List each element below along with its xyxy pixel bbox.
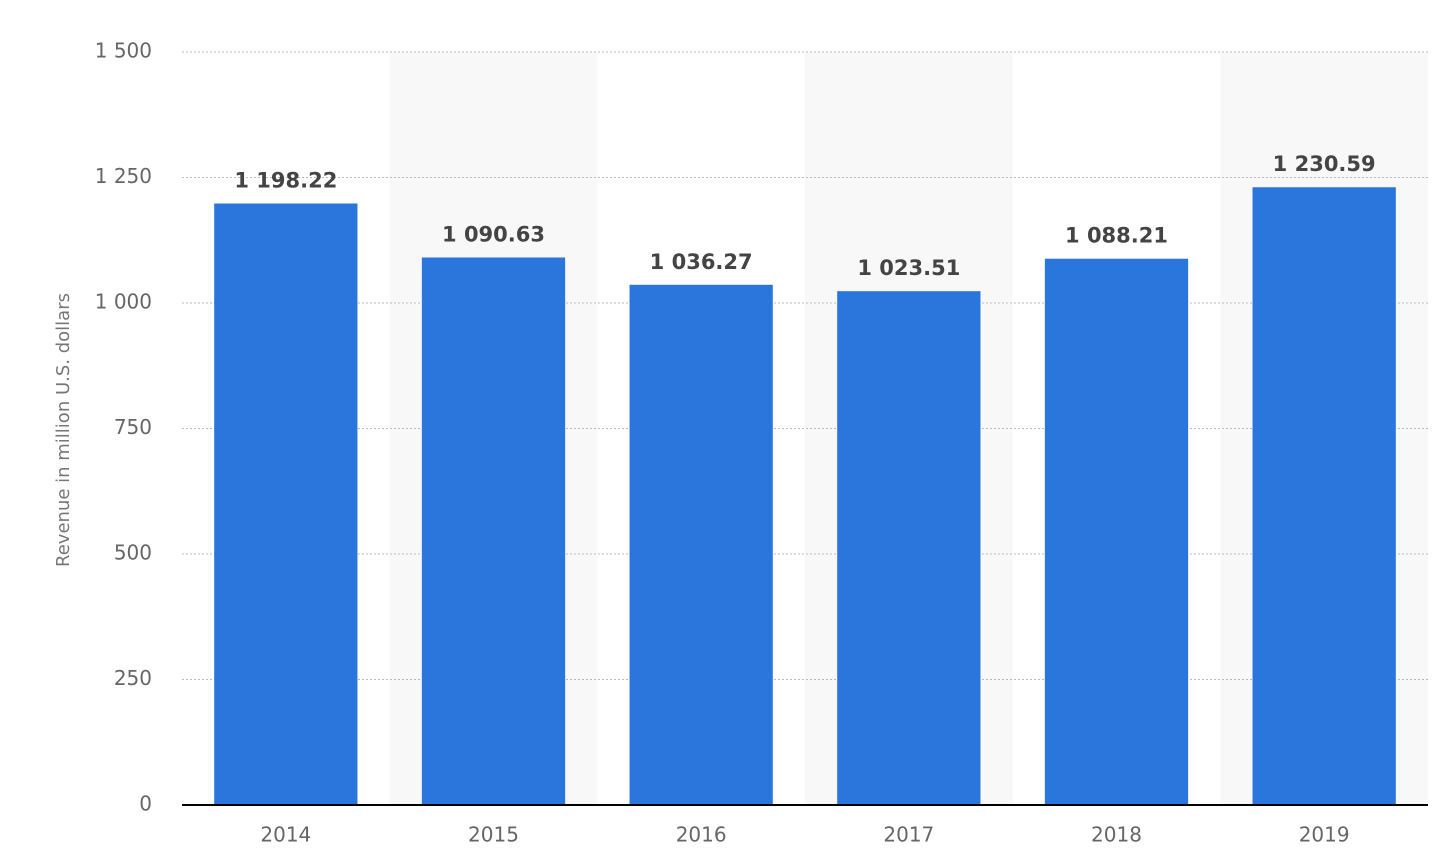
value-label: 1 198.22	[234, 168, 337, 192]
value-label: 1 230.59	[1273, 152, 1376, 176]
value-label: 1 023.51	[857, 256, 960, 280]
x-tick-label: 2019	[1299, 823, 1350, 847]
y-tick-label: 1 000	[95, 290, 152, 314]
x-tick-label: 2015	[468, 823, 519, 847]
y-axis-title: Revenue in million U.S. dollars	[53, 293, 74, 567]
y-tick-label: 250	[114, 666, 152, 690]
y-tick-label: 0	[139, 792, 152, 816]
x-tick-label: 2014	[260, 823, 311, 847]
bar	[421, 257, 566, 805]
y-tick-label: 1 500	[95, 39, 152, 63]
value-label: 1 088.21	[1065, 224, 1168, 248]
x-tick-label: 2018	[1091, 823, 1142, 847]
bar	[629, 284, 773, 805]
y-tick-label: 500	[114, 541, 152, 565]
bar	[1044, 258, 1189, 805]
x-tick-label: 2016	[676, 823, 727, 847]
bar	[837, 291, 981, 805]
value-label: 1 090.63	[442, 223, 545, 247]
value-label: 1 036.27	[650, 250, 753, 274]
bar	[214, 203, 358, 806]
x-tick-label: 2017	[883, 823, 934, 847]
bar	[1252, 187, 1396, 805]
y-tick-label: 750	[114, 415, 152, 439]
y-tick-label: 1 250	[95, 164, 152, 188]
